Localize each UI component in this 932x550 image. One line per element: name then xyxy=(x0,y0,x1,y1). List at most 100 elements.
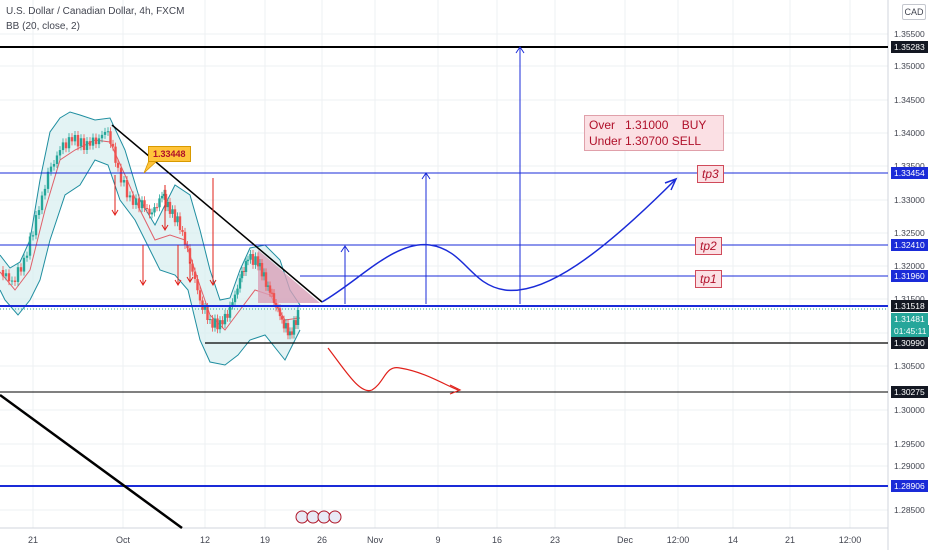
candle-body xyxy=(244,261,248,272)
horizontal-levels xyxy=(0,46,888,487)
projected-bearish-arrowhead xyxy=(449,384,462,395)
candle-body xyxy=(16,267,20,282)
tp1-label[interactable]: tp1 xyxy=(695,270,722,288)
price-tick: 1.32500 xyxy=(894,228,925,238)
candle-body xyxy=(256,256,260,267)
candle-body xyxy=(34,215,38,236)
candle-body xyxy=(19,267,23,272)
candle-body xyxy=(158,198,161,208)
candle-body xyxy=(242,270,246,272)
grid xyxy=(0,0,888,528)
candle-body xyxy=(218,320,222,330)
candle-body xyxy=(52,163,56,167)
candle-body xyxy=(233,294,237,303)
candle-body xyxy=(61,142,65,151)
downtrend-line xyxy=(111,124,323,303)
candle-body xyxy=(264,272,268,287)
candle-body xyxy=(128,195,132,198)
time-tick: 14 xyxy=(727,535,739,545)
candle-body xyxy=(106,131,110,133)
candle-body xyxy=(290,331,294,335)
candle-body xyxy=(208,319,212,321)
price-tick: 1.28500 xyxy=(894,505,925,515)
candle-body xyxy=(28,236,32,256)
time-tick: 16 xyxy=(491,535,503,545)
candle-body xyxy=(10,280,14,282)
time-tick: 12:00 xyxy=(838,535,862,545)
candle-body xyxy=(140,200,144,209)
candle-body xyxy=(100,134,104,139)
candle-body xyxy=(79,138,83,147)
candle-body xyxy=(193,271,197,280)
candle-body xyxy=(228,305,232,318)
candle-body xyxy=(111,143,115,147)
candle-body xyxy=(64,142,68,149)
tp2-label[interactable]: tp2 xyxy=(695,237,722,255)
candle-body xyxy=(82,138,86,150)
candle-body xyxy=(37,210,41,216)
candle-body xyxy=(97,138,101,145)
candle-body xyxy=(216,318,219,330)
price-label: 1.31518 xyxy=(891,300,928,312)
candle-body xyxy=(276,307,280,309)
bollinger-basis xyxy=(0,139,301,331)
trade-note[interactable]: Over 1.31000 BUY Under 1.30700 SELL xyxy=(584,115,724,151)
symbol-title: U.S. Dollar / Canadian Dollar, 4h, FXCM xyxy=(6,6,185,17)
candle-body xyxy=(249,254,252,260)
time-tick: Nov xyxy=(366,535,384,545)
price-tick: 1.29000 xyxy=(894,461,925,471)
candle-body xyxy=(91,137,95,146)
candle-body xyxy=(155,207,159,209)
candle-body xyxy=(188,248,192,264)
candle-body xyxy=(223,313,227,325)
currency-button[interactable]: CAD xyxy=(902,4,926,20)
price-label: 1.31481 xyxy=(891,313,928,325)
high-price-callout[interactable]: 1.33448 xyxy=(148,146,191,162)
candle-body xyxy=(160,195,164,199)
price-tick: 1.35000 xyxy=(894,61,925,71)
time-tick: 21 xyxy=(784,535,796,545)
candle-body xyxy=(296,310,300,325)
candle-body xyxy=(150,212,154,215)
price-tick: 1.30000 xyxy=(894,405,925,415)
candle-body xyxy=(131,195,135,205)
candle-body xyxy=(166,201,170,208)
candle-body xyxy=(88,141,92,146)
indicator-label[interactable]: BB (20, close, 2) xyxy=(6,21,80,32)
candle-body xyxy=(206,307,209,320)
candle-body xyxy=(178,216,182,230)
tp3-label[interactable]: tp3 xyxy=(697,165,724,183)
time-tick: 19 xyxy=(259,535,271,545)
candle-body xyxy=(134,198,138,205)
candle-body xyxy=(4,273,8,277)
candle-body xyxy=(49,166,53,172)
projected-bullish-arrowhead xyxy=(664,177,678,191)
candle-body xyxy=(236,288,239,295)
candle-body xyxy=(284,323,288,329)
time-tick: 12 xyxy=(199,535,211,545)
candle-body xyxy=(211,319,214,328)
candle-body xyxy=(278,308,282,317)
candle-body xyxy=(280,316,284,320)
candle-body xyxy=(183,231,187,245)
candle-body xyxy=(254,256,257,265)
candle-body xyxy=(162,193,166,196)
time-tick: Oct xyxy=(115,535,131,545)
candle-body xyxy=(122,180,126,183)
price-label: 1.32410 xyxy=(891,239,928,251)
candle-body xyxy=(58,150,62,156)
candle-body xyxy=(55,155,59,164)
candle-body xyxy=(191,263,194,272)
bollinger-band-fill xyxy=(0,112,300,365)
candle-body xyxy=(70,137,74,142)
time-tick: 21 xyxy=(27,535,39,545)
candle-body xyxy=(109,131,112,144)
candle-body xyxy=(268,285,272,293)
candle-body xyxy=(43,188,47,196)
candle-body xyxy=(13,280,17,282)
candle-body xyxy=(260,262,264,277)
price-label: 1.30990 xyxy=(891,337,928,349)
price-label: 1.31960 xyxy=(891,270,928,282)
candle-body xyxy=(137,198,141,209)
